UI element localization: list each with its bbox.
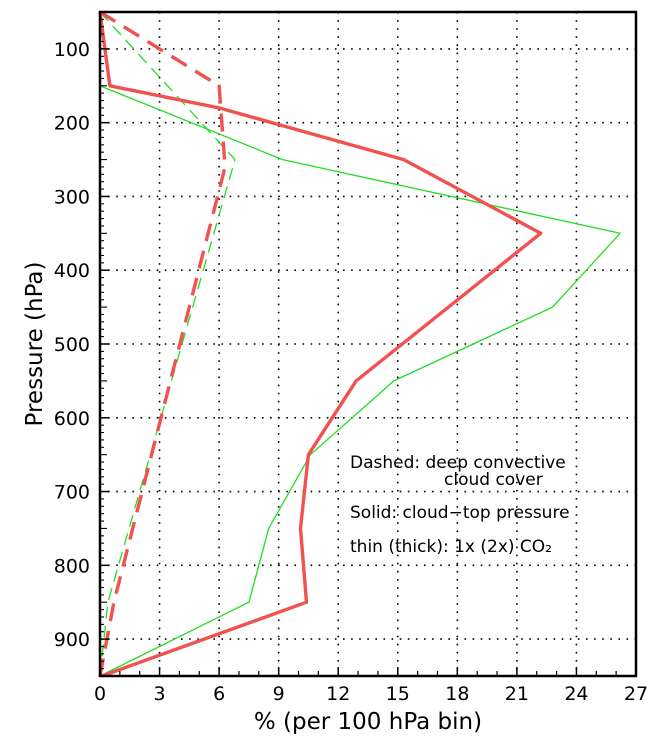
y-tick-label: 200 bbox=[54, 113, 90, 135]
annotation-dashed-1: Dashed: deep convective bbox=[350, 453, 566, 473]
x-tick-label: 3 bbox=[154, 683, 166, 705]
y-tick-label: 600 bbox=[54, 408, 90, 430]
y-tick-label: 100 bbox=[54, 39, 90, 61]
y-tick-label: 300 bbox=[54, 186, 90, 208]
series-line-thick-dashed bbox=[98, 10, 227, 677]
y-tick-label: 900 bbox=[54, 629, 90, 651]
x-tick-label: 15 bbox=[386, 683, 410, 705]
x-tick-label: 9 bbox=[273, 683, 285, 705]
x-axis-title: % (per 100 hPa bin) bbox=[254, 709, 482, 735]
x-tick-label: 21 bbox=[505, 683, 529, 705]
series-line-thin-dashed bbox=[99, 11, 236, 677]
x-tick-label: 24 bbox=[564, 683, 588, 705]
grid bbox=[100, 12, 636, 676]
series-group bbox=[98, 10, 621, 678]
x-tick-label: 12 bbox=[326, 683, 350, 705]
y-axis-title: Pressure (hPa) bbox=[22, 262, 48, 427]
y-tick-label: 800 bbox=[54, 555, 90, 577]
x-tick-label: 27 bbox=[624, 683, 648, 705]
x-tick-label: 6 bbox=[213, 683, 225, 705]
x-tick-label: 0 bbox=[94, 683, 106, 705]
series-line-thin-solid bbox=[99, 12, 621, 677]
annotation-dashed-2: cloud cover bbox=[444, 470, 543, 490]
y-tick-label: 700 bbox=[54, 482, 90, 504]
x-tick-label: 18 bbox=[445, 683, 469, 705]
series-line-thick-solid bbox=[98, 11, 543, 678]
annotation-thin-thick: thin (thick): 1x (2x) CO₂ bbox=[350, 537, 552, 557]
annotation-solid: Solid: cloud−top pressure bbox=[350, 503, 570, 523]
y-tick-label: 500 bbox=[54, 334, 90, 356]
y-tick-label: 400 bbox=[54, 260, 90, 282]
ticks: 0 3 6 9 12 15 18 21 24 27 100 200 300 400 500 600 700 800… bbox=[54, 18, 648, 705]
legend-annotation: Dashed: deep convective cloud cover Soli… bbox=[350, 453, 570, 557]
